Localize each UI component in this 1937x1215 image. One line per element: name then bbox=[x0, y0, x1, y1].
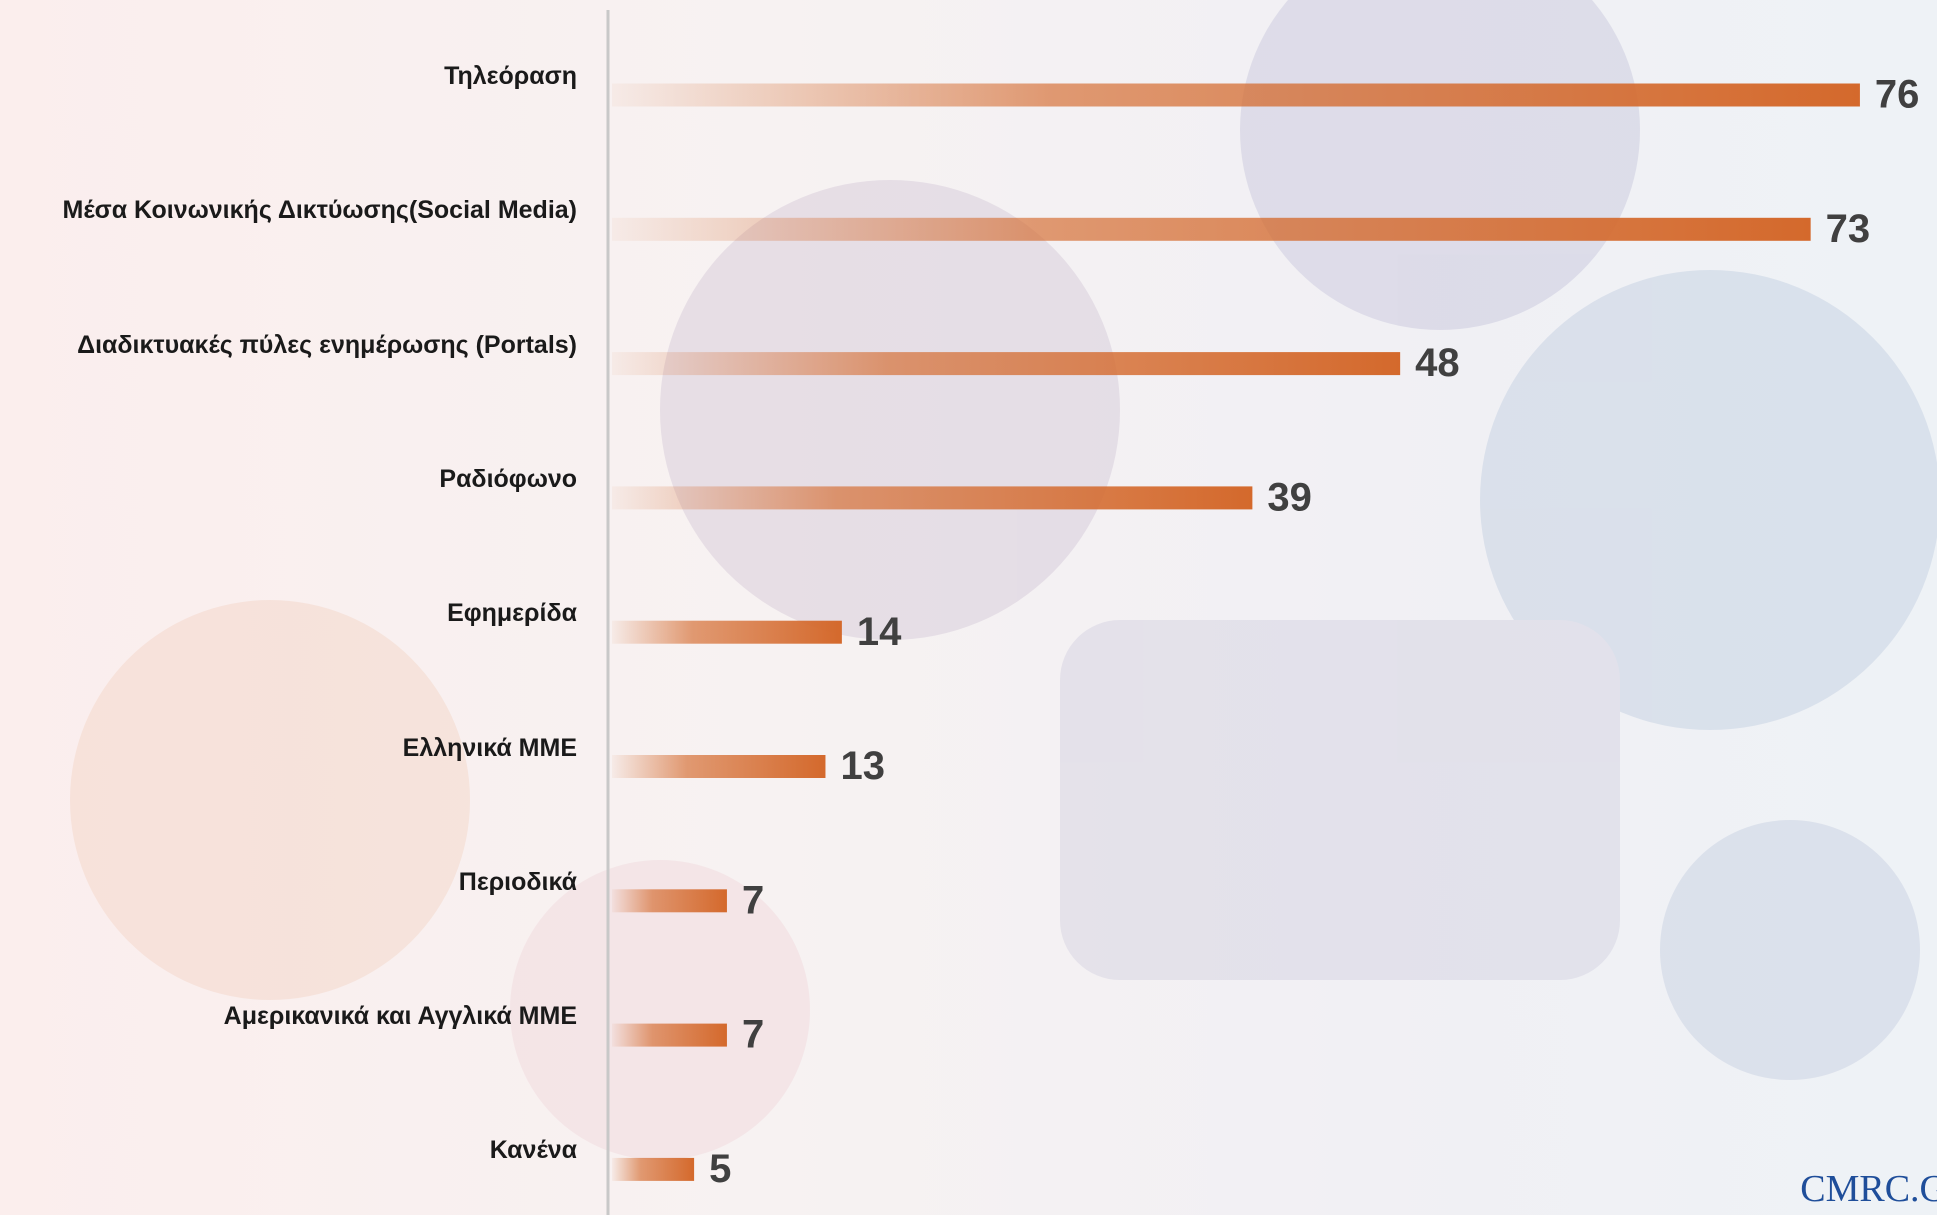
bar bbox=[612, 1158, 694, 1181]
category-label: Εφημερίδα bbox=[10, 594, 577, 632]
category-label: Κανένα bbox=[10, 1131, 577, 1169]
value-label: 73 bbox=[1826, 207, 1871, 251]
value-label: 7 bbox=[742, 878, 764, 922]
logo: CMRC.G bbox=[1800, 1167, 1937, 1211]
bar bbox=[612, 755, 825, 778]
value-label: 48 bbox=[1415, 341, 1460, 385]
value-label: 39 bbox=[1267, 475, 1312, 519]
bar bbox=[612, 218, 1811, 241]
bar bbox=[612, 486, 1252, 509]
bar bbox=[612, 352, 1400, 375]
value-label: 13 bbox=[840, 744, 885, 788]
category-label: Διαδικτυακές πύλες ενημέρωσης (Portals) bbox=[10, 326, 577, 364]
bar bbox=[612, 621, 842, 644]
value-label: 76 bbox=[1875, 73, 1920, 117]
bar bbox=[612, 889, 727, 912]
category-label: Τηλεόραση bbox=[10, 57, 577, 95]
value-label: 7 bbox=[742, 1013, 764, 1057]
category-label: Μέσα Κοινωνικής Δικτύωσης(Social Media) bbox=[10, 191, 577, 229]
bar bbox=[612, 1024, 727, 1047]
category-label: Ραδιόφωνο bbox=[10, 460, 577, 498]
value-label: 14 bbox=[857, 610, 902, 654]
category-label: Ελληνικά ΜΜΕ bbox=[10, 729, 577, 767]
bar bbox=[612, 84, 1860, 107]
category-label: Περιοδικά bbox=[10, 863, 577, 901]
page: 76 73 48 39 14 13 7 7 5 CMRC.G Τηλεόραση Μέσα Κοι… bbox=[0, 0, 1937, 1215]
background-decor bbox=[70, 0, 1937, 1160]
value-label: 5 bbox=[709, 1147, 731, 1191]
category-label: Αμερικανικά και Αγγλικά ΜΜΕ bbox=[10, 997, 577, 1035]
